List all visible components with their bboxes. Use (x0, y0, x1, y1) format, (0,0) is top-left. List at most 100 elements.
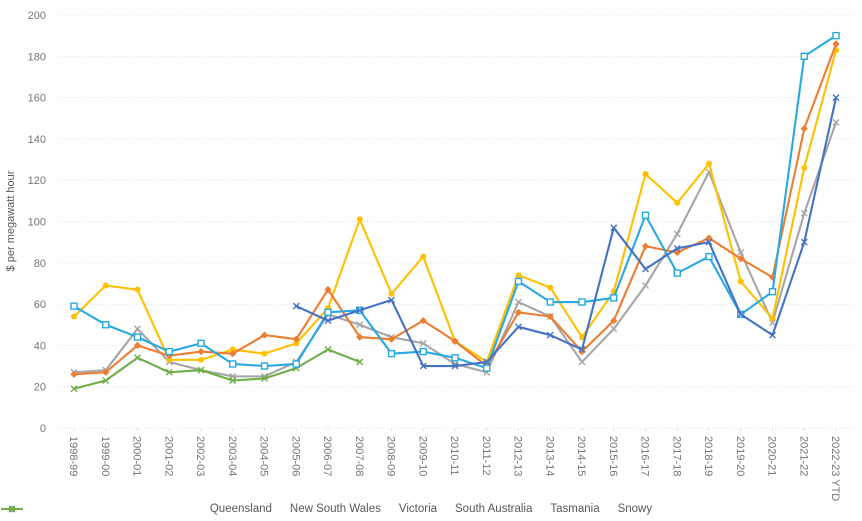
x-tick-label: 2020-21 (766, 436, 778, 476)
data-point-marker (229, 360, 237, 368)
data-point-marker (578, 358, 586, 366)
data-point-marker (292, 360, 300, 368)
data-point-marker (610, 224, 618, 232)
legend-item-new-south-wales: New South Wales (1, 503, 381, 515)
data-point-marker (292, 302, 300, 310)
data-point-marker (579, 334, 585, 341)
data-point-marker (705, 252, 713, 261)
data-point-marker (800, 238, 808, 246)
x-tick-label: 2013-14 (543, 436, 555, 476)
data-point-marker (514, 308, 523, 316)
y-tick-label: 60 (34, 299, 46, 311)
x-tick-label: 2019-20 (734, 436, 746, 476)
x-tick-label: 2021-22 (797, 436, 809, 476)
data-point-marker (737, 310, 745, 318)
data-point-marker (419, 339, 427, 347)
legend-marker-snowy (1, 506, 23, 512)
x-tick-label: 2008-09 (385, 436, 397, 476)
data-point-marker (261, 350, 268, 357)
data-point-marker (356, 358, 364, 366)
gridlines (58, 14, 854, 429)
y-tick-label: 100 (28, 217, 46, 229)
data-point-marker (387, 349, 396, 358)
x-tick-label: 2000-01 (131, 436, 143, 476)
data-point-marker (642, 282, 649, 290)
x-tick-label: 2014-15 (575, 436, 587, 476)
y-tick-label: 140 (28, 134, 46, 146)
data-point-marker (197, 366, 205, 374)
data-point-marker (832, 118, 840, 126)
data-point-marker (769, 331, 776, 339)
x-tick-label: 2012-13 (512, 436, 524, 476)
legend-marker-glyph (9, 506, 15, 512)
y-tick-label: 0 (40, 423, 46, 435)
data-point-marker (324, 346, 332, 354)
data-point-marker (419, 362, 427, 370)
data-point-marker (547, 284, 554, 291)
data-point-marker (515, 323, 522, 331)
data-point-marker (801, 164, 808, 171)
y-axis-title: $ per megawatt hour (5, 170, 17, 271)
data-point-marker (134, 286, 141, 293)
y-tick-label: 160 (28, 93, 46, 105)
x-tick-label: 1999-00 (99, 436, 111, 476)
x-tick-label: 2002-03 (194, 436, 206, 476)
data-point-marker (641, 242, 650, 250)
legend-item-tasmania: Tasmania (1, 503, 600, 515)
data-point-marker (165, 368, 173, 376)
x-tick-label: 2007-08 (353, 436, 365, 476)
data-point-marker (102, 282, 109, 289)
x-tick-label: 2016-17 (639, 436, 651, 476)
data-point-marker (420, 253, 427, 260)
x-axis-tick-labels: 1998-99 1999-00 2000-01 2001-02 2002-03 2003-… (67, 428, 841, 501)
data-point-marker (673, 230, 681, 238)
series-south-australia (71, 47, 839, 365)
data-point-marker (483, 364, 491, 372)
data-point-marker (198, 356, 204, 363)
legend-label-queensland: Queensland (209, 503, 272, 515)
data-point-marker (133, 333, 142, 341)
data-point-marker (832, 40, 840, 48)
data-point-marker (546, 298, 554, 306)
y-tick-label: 120 (28, 175, 46, 187)
data-point-marker (70, 370, 78, 378)
data-point-marker (229, 346, 236, 353)
series-line-tasmania (295, 96, 838, 368)
x-tick-label: 2018-19 (702, 436, 714, 476)
data-point-marker (165, 352, 173, 360)
data-point-marker (197, 339, 205, 348)
legend-item-south-australia: South Australia (1, 503, 532, 515)
data-point-marker (451, 337, 459, 345)
x-tick-label: 2009-10 (416, 436, 428, 476)
data-point-marker (642, 171, 649, 178)
data-point-marker (70, 302, 78, 310)
x-tick-label: 2001-02 (162, 436, 174, 476)
data-point-marker (324, 317, 332, 325)
data-point-marker (356, 216, 363, 223)
data-point-marker (768, 288, 777, 296)
data-point-marker (705, 238, 713, 246)
data-point-marker (451, 362, 459, 370)
data-point-marker (102, 321, 110, 329)
data-point-marker (388, 290, 395, 297)
data-point-marker (641, 211, 650, 220)
x-tick-label: 2011-12 (480, 436, 492, 476)
data-point-marker (515, 272, 522, 279)
data-point-marker (546, 312, 554, 321)
data-point-marker (514, 277, 523, 286)
data-point-marker (832, 31, 840, 40)
x-tick-label: 2010-11 (448, 436, 460, 476)
legend-label-tasmania: Tasmania (550, 503, 600, 515)
series-snowy (70, 346, 364, 393)
series-tasmania (292, 94, 840, 370)
data-point-marker (578, 298, 586, 306)
data-point-marker (578, 347, 586, 356)
x-tick-label: 2003-04 (226, 436, 238, 476)
data-point-marker (610, 317, 618, 325)
legend-label-victoria: Victoria (398, 503, 438, 515)
data-point-marker (260, 362, 269, 370)
data-point-marker (642, 265, 649, 273)
x-tick-label: 2015-16 (607, 436, 619, 476)
x-tick-label: 2017-18 (670, 436, 682, 476)
